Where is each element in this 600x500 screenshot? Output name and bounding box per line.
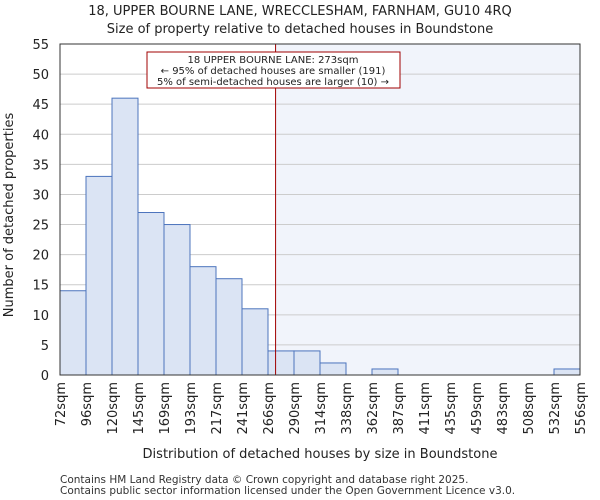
plot-frame [59, 43, 581, 376]
bar [319, 362, 347, 376]
x-tick-label: 217sqm [210, 382, 225, 435]
bar [189, 266, 217, 376]
x-tick-label: 290sqm [288, 382, 303, 435]
x-tick-label: 508sqm [522, 382, 537, 435]
y-tick-label: 25 [32, 219, 49, 234]
chart-subtitle: Size of property relative to detached ho… [107, 22, 493, 37]
bar [215, 278, 243, 376]
bar [137, 212, 165, 376]
x-tick-label: 483sqm [496, 382, 511, 435]
x-tick-label: 411sqm [418, 382, 433, 435]
y-tick-label: 5 [41, 339, 49, 354]
bar [293, 350, 321, 376]
x-tick-label: 532sqm [548, 382, 563, 435]
y-tick-label: 30 [32, 188, 49, 203]
x-tick-label: 96sqm [80, 382, 95, 426]
annotation-line-2: ← 95% of detached houses are smaller (19… [161, 66, 386, 77]
y-tick-label: 55 [32, 38, 49, 53]
bar [59, 290, 87, 376]
y-tick-label: 0 [41, 369, 49, 384]
y-tick-label: 45 [32, 98, 49, 113]
x-tick-label: 556sqm [574, 382, 589, 435]
x-tick-label: 72sqm [54, 382, 69, 426]
x-tick-label: 435sqm [444, 382, 459, 435]
x-tick-label: 241sqm [236, 382, 251, 435]
x-tick-label: 145sqm [132, 382, 147, 435]
bar [241, 308, 269, 376]
y-tick-label: 40 [32, 128, 49, 143]
chart-title: 18, UPPER BOURNE LANE, WRECCLESHAM, FARN… [88, 4, 512, 19]
x-tick-label: 459sqm [470, 382, 485, 435]
y-tick-label: 15 [32, 279, 49, 294]
x-tick-label: 387sqm [392, 382, 407, 435]
y-axis-label: Number of detached properties [2, 113, 17, 318]
x-tick-label: 193sqm [184, 382, 199, 435]
y-tick-label: 50 [32, 68, 49, 83]
x-tick-label: 169sqm [158, 382, 173, 435]
bar [371, 368, 399, 376]
x-tick-label: 314sqm [314, 382, 329, 435]
y-tick-label: 20 [32, 249, 49, 264]
highlight-region [275, 44, 580, 375]
bar [111, 97, 139, 376]
x-tick-label: 266sqm [262, 382, 277, 435]
bar [553, 368, 581, 376]
y-tick-label: 35 [32, 158, 49, 173]
x-tick-label: 338sqm [340, 382, 355, 435]
bar [85, 175, 113, 376]
footer-line-2: Contains public sector information licen… [60, 485, 515, 497]
x-tick-label: 362sqm [366, 382, 381, 435]
bar [163, 224, 191, 376]
annotation-line-1: 18 UPPER BOURNE LANE: 273sqm [188, 55, 359, 66]
x-axis-label: Distribution of detached houses by size … [143, 447, 498, 462]
annotation-line-3: 5% of semi-detached houses are larger (1… [157, 77, 389, 88]
x-tick-label: 120sqm [106, 382, 121, 435]
bar [267, 350, 295, 376]
annotation-frame [146, 51, 401, 89]
y-tick-label: 10 [32, 309, 49, 324]
footer-line-1: Contains HM Land Registry data © Crown c… [60, 474, 468, 486]
annotation-box: 18 UPPER BOURNE LANE: 273sqm ← 95% of de… [146, 51, 401, 89]
